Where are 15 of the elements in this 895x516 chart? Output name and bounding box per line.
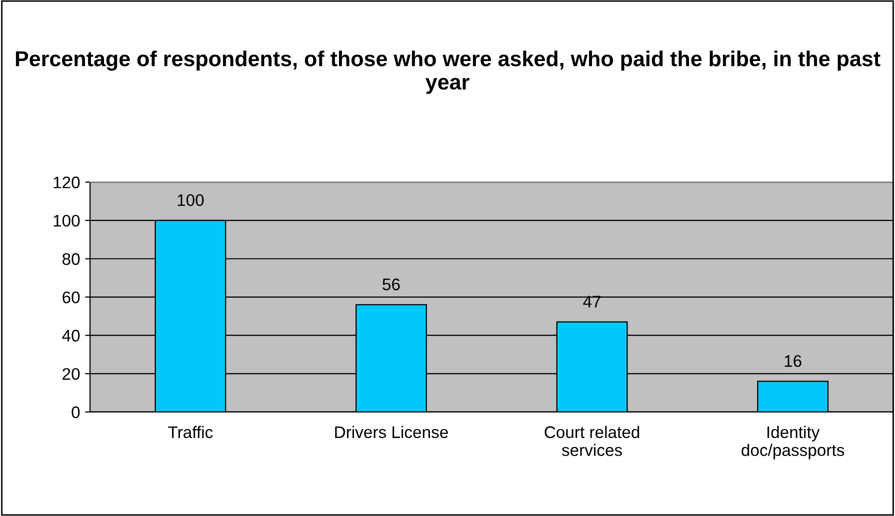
y-tick-label: 0 bbox=[72, 406, 80, 418]
chart-title: Percentage of respondents, of those who were asked, who paid the bribe, in the past year bbox=[16, 50, 880, 94]
y-tick-label: 60 bbox=[62, 291, 80, 304]
y-tick-label: 40 bbox=[62, 330, 80, 342]
y-tick-label: 100 bbox=[54, 214, 80, 227]
x-tick-label: Drivers License bbox=[335, 426, 448, 438]
data-label: 100 bbox=[178, 194, 204, 206]
x-tick-label: Court related services bbox=[544, 426, 640, 456]
y-tick-label: 80 bbox=[62, 253, 80, 265]
x-tick-label: Traffic bbox=[168, 426, 213, 438]
data-label: 56 bbox=[382, 278, 400, 290]
y-tick-label: 20 bbox=[62, 368, 80, 380]
data-label: 16 bbox=[784, 355, 802, 367]
y-tick-label: 120 bbox=[54, 176, 80, 188]
x-tick-label: Identity doc/passports bbox=[742, 426, 844, 460]
